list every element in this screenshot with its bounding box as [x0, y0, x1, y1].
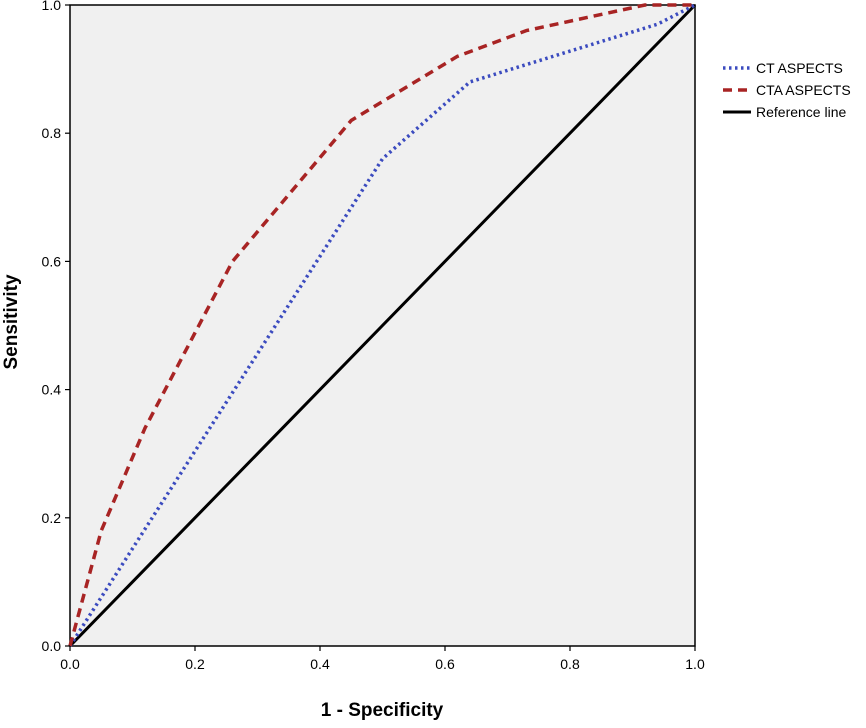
series-line-ct-aspects	[68, 3, 696, 647]
legend: CT ASPECTS CTA ASPECTS Reference line	[723, 60, 851, 120]
y-tick-label: 0.2	[42, 510, 62, 526]
x-tick-label: 1.0	[685, 656, 705, 672]
y-tick-label: 0.6	[42, 253, 62, 269]
legend-label-reference-line: Reference line	[756, 104, 846, 120]
x-tick-label: 0.4	[310, 656, 330, 672]
y-axis-title: Sensitivity	[1, 274, 22, 369]
series-lines	[68, 3, 697, 648]
x-tick-label: 0.2	[185, 656, 205, 672]
y-tick-label: 0.0	[42, 638, 62, 654]
y-tick-label: 1.0	[42, 0, 62, 13]
series-line-reference-line	[68, 3, 697, 648]
legend-label-ct-aspects: CT ASPECTS	[756, 60, 843, 76]
x-tick-label: 0.6	[435, 656, 455, 672]
x-tick-label: 0.0	[60, 656, 80, 672]
y-tick-label: 0.8	[42, 125, 62, 141]
legend-label-cta-aspects: CTA ASPECTS	[756, 82, 851, 98]
y-tick-label: 0.4	[42, 382, 62, 398]
x-axis-title: 1 - Specificity	[321, 700, 444, 721]
x-tick-label: 0.8	[560, 656, 580, 672]
axis-ticks: 0.0 0.2 0.4 0.6 0.8 1.0 0.0 0.2 0.4 0.6 0.8 1.0	[42, 0, 705, 672]
series-line-cta-aspects	[68, 3, 695, 647]
